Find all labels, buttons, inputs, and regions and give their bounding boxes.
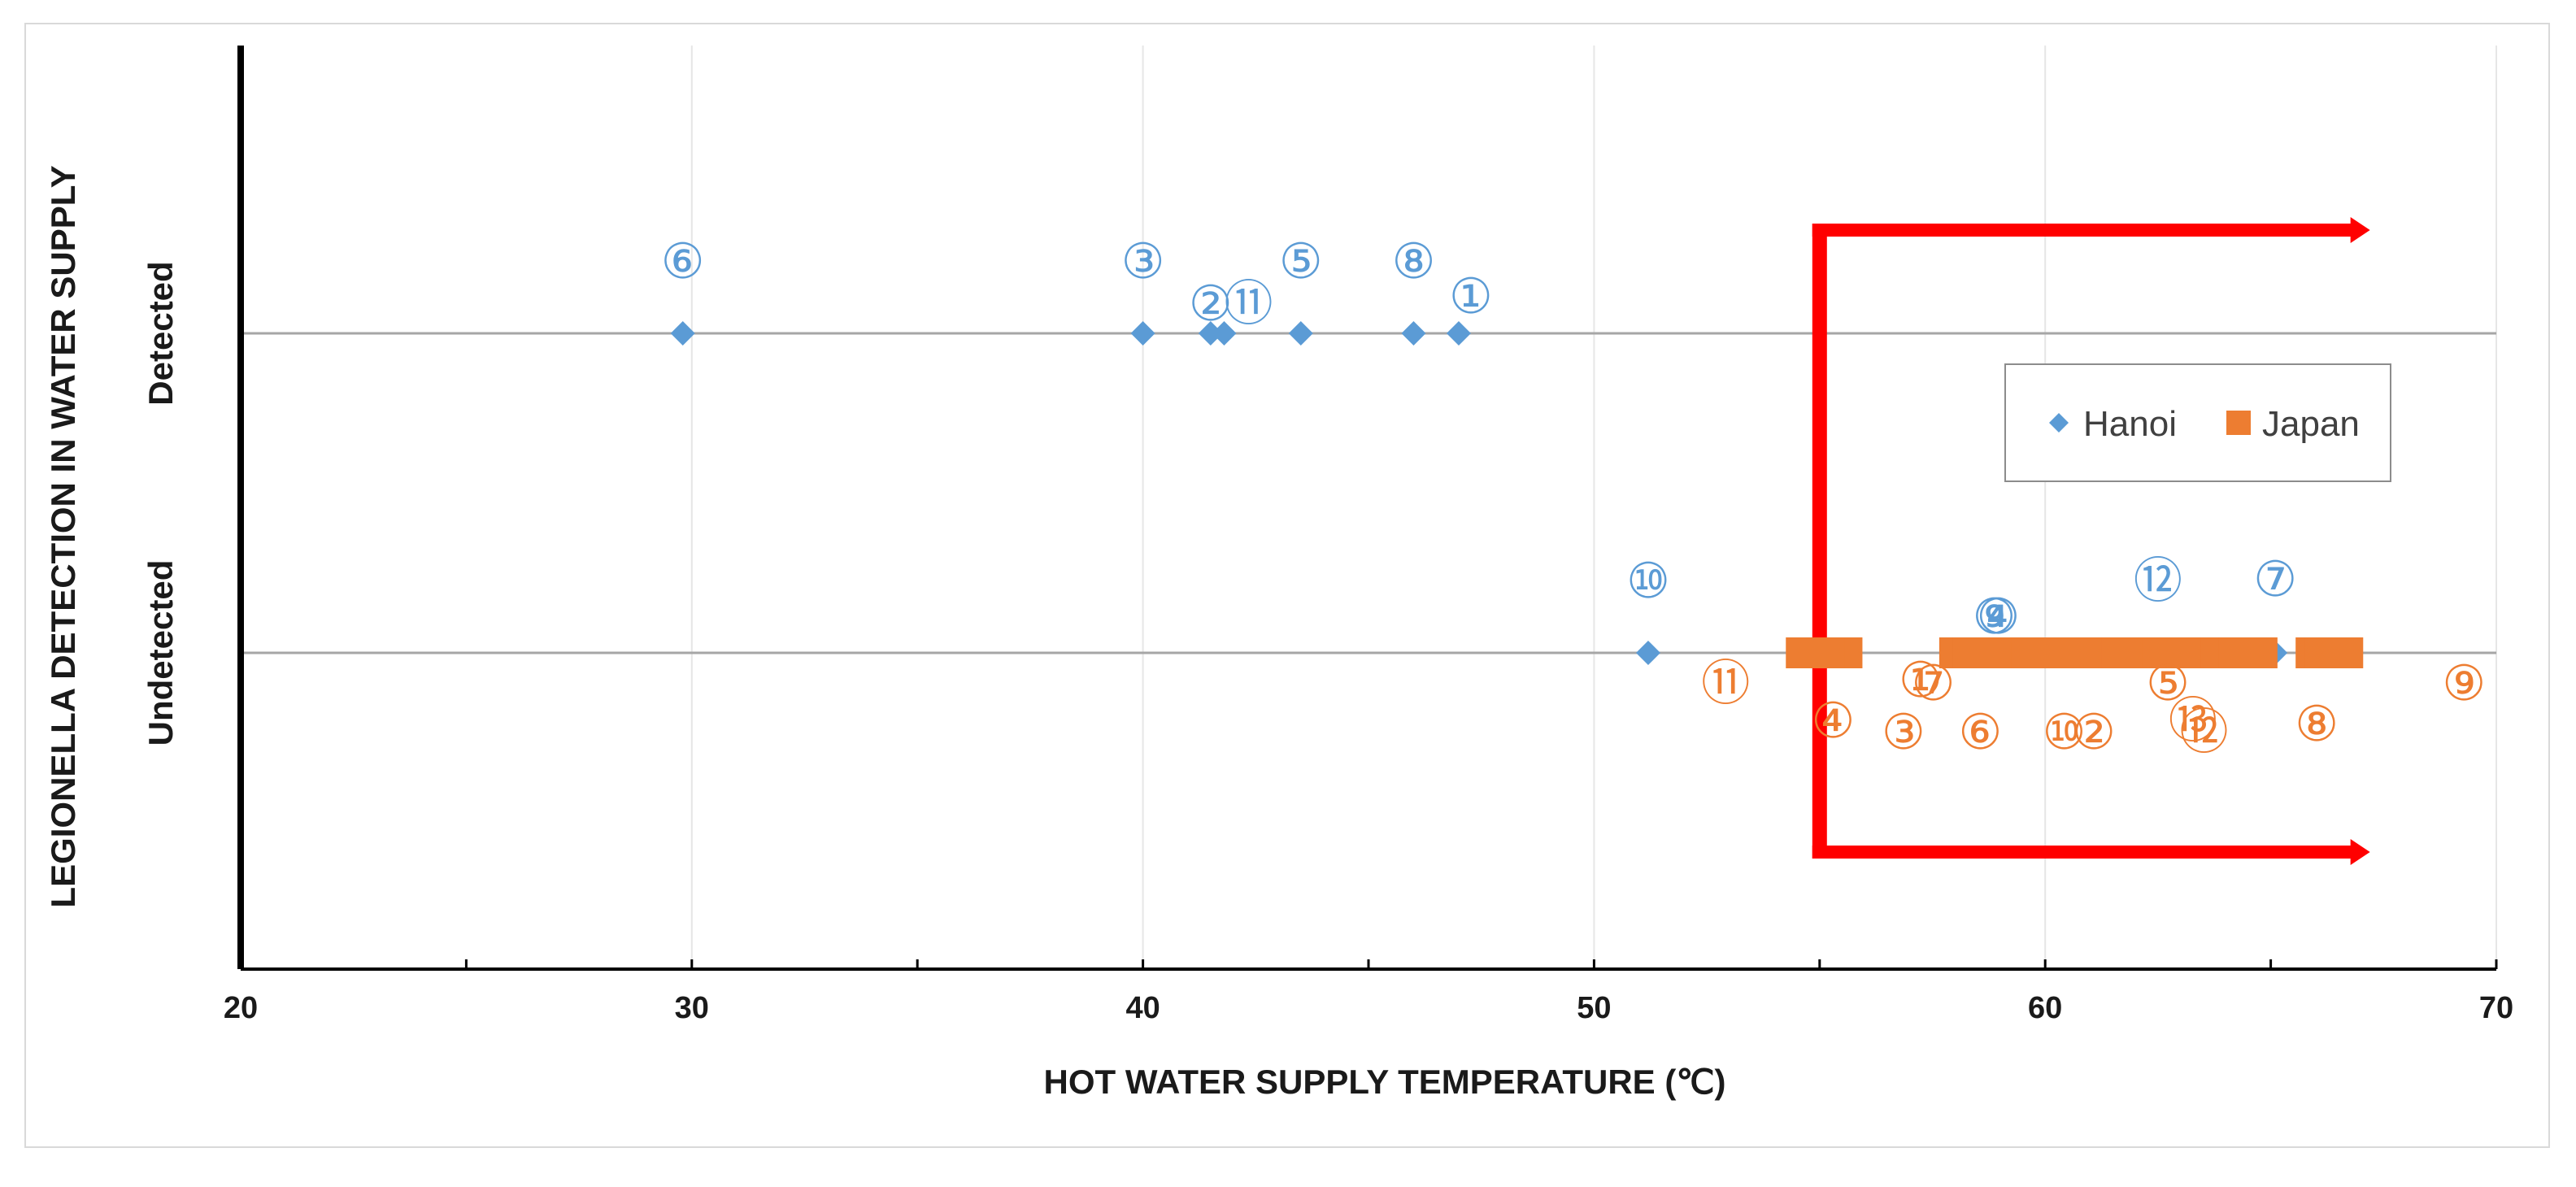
japan-point-label: ④ [1812,693,1856,750]
japan-point-label: ⑦ [1912,655,1956,712]
hanoi-point-label: ⑤ [1279,233,1323,290]
x-tick-label: 60 [2028,991,2062,1025]
hanoi-point-label: ⑥ [661,233,705,290]
hanoi-point-label: ③ [1121,233,1165,290]
legend-japan-label: Japan [2262,404,2360,444]
y-axis-title: LEGIONELLA DETECTION IN WATER SUPPLY [44,165,82,907]
japan-point [2142,637,2201,668]
threshold-bracket [1812,217,2370,865]
grid [241,46,2497,969]
legend-hanoi-label: Hanoi [2083,404,2177,444]
y-category-label: Detected [141,261,180,405]
hanoi-point-label: ⑦ [2253,551,2297,608]
y-category-label: Undetected [141,560,180,746]
japan-point-label: ⑫ [2180,704,2229,761]
x-axis-title: HOT WATER SUPPLY TEMPERATURE (℃) [1044,1063,1726,1101]
hanoi-point [1288,321,1313,346]
legend: Hanoi Japan [2004,363,2391,482]
japan-point-label: ⑤ [2146,655,2190,712]
hanoi-point-label: ⑩ [1626,553,1670,610]
arrowhead-bottom [2350,839,2370,865]
japan-point-label: ⑩ [2043,704,2086,761]
hanoi-point-label: ① [1449,268,1493,325]
hanoi-point-label: ⑪ [1224,276,1273,333]
japan-point-label: ⑨ [2442,655,2486,712]
hanoi-point-label: ⑨ [1973,589,2017,646]
japan-point-label: ⑬ [2169,693,2217,750]
japan-point [2043,637,2102,668]
x-tick-label: 40 [1125,991,1160,1025]
japan-point [1952,637,2012,668]
arrowhead-top [2350,217,2370,243]
chart-frame [24,23,2550,1148]
japan-point-label: ⑥ [1959,704,2003,761]
hanoi-point [1212,321,1237,346]
japan-point [1786,637,1845,668]
hanoi-point [1130,321,1155,346]
hanoi-point-label: ② [1189,276,1233,333]
x-tick-label: 20 [224,991,258,1025]
hanoi-point-label: ⑧ [1392,233,1436,290]
japan-point-label: ⑪ [1701,655,1750,712]
axes: 20 30 40 50 60 70 Undetected Detected [141,46,2513,1025]
hanoi-point [1635,641,1660,665]
legend-box [2004,363,2391,482]
hanoi-point-label: ⑫ [2134,553,2182,610]
hanoi-point [670,321,695,346]
x-tick-label: 50 [1577,991,1611,1025]
legend-japan-marker [2226,411,2251,435]
japan-point-label: ③ [1882,704,1925,761]
hanoi-point [1198,321,1223,346]
legend-hanoi-marker [2049,413,2069,433]
hanoi-point [1446,321,1471,346]
data-points [670,321,2364,668]
x-tick-label: 70 [2479,991,2513,1025]
japan-point-label: ⑧ [2295,696,2339,753]
japan-point-label: ② [2072,704,2116,761]
japan-point-label: ① [1899,652,1943,709]
x-tick-label: 30 [675,991,709,1025]
hanoi-point [1401,321,1426,346]
japan-point [2218,637,2278,668]
hanoi-point-label: ④ [1977,589,2021,646]
japan-point [2304,637,2364,668]
